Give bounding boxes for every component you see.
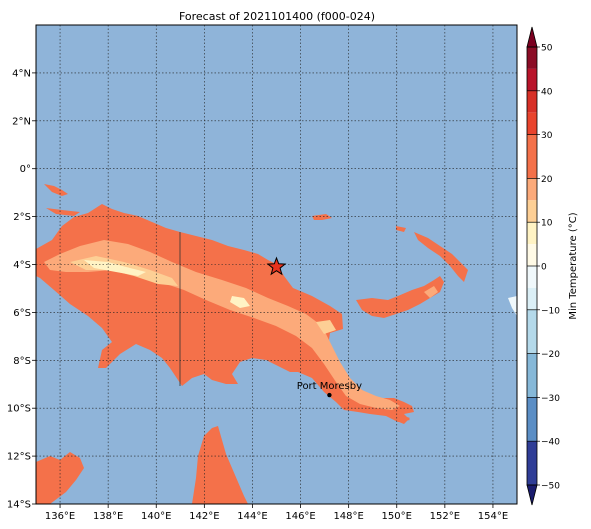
lon-tick-label: 150°E	[382, 511, 412, 522]
island-dentrecasteaux	[388, 412, 410, 424]
colorbar-band	[527, 68, 537, 91]
colorbar-band	[527, 112, 537, 135]
lon-tick-label: 140°E	[141, 511, 171, 522]
colorbar-band	[527, 200, 537, 223]
city-marker	[327, 392, 332, 398]
colorbar-band	[527, 441, 537, 485]
cape-york-peninsula	[192, 426, 248, 504]
lon-tick-label: 154°E	[478, 511, 508, 522]
colorbar-band	[527, 90, 537, 113]
colorbar-band	[527, 178, 537, 201]
colorbar-bands	[527, 47, 537, 485]
colorbar-over-triangle	[526, 26, 538, 48]
lon-tick-label: 146°E	[285, 511, 315, 522]
lat-tick-label: 4°N	[12, 68, 31, 79]
colorbar-tick-label: 0	[541, 263, 547, 273]
lon-tick-label: 144°E	[237, 511, 267, 522]
lat-tick-label: 2°S	[13, 212, 31, 223]
temp-band-5-10-b	[230, 296, 250, 308]
lon-tick-label: 138°E	[93, 511, 123, 522]
island-misool	[46, 208, 80, 216]
colorbar-band	[527, 397, 537, 442]
graticule	[36, 25, 517, 504]
map-title: Forecast of 2021101400 (f000-024)	[179, 10, 375, 23]
latitude-axis: 4°N 2°N 0° 2°S 4°S 6°S 8°S 10°S 12°S 14°S	[7, 68, 36, 511]
island-bougainville	[508, 296, 517, 316]
city-label: Port Moresby	[297, 381, 362, 392]
land-layer	[36, 184, 517, 504]
colorbar-tick-label: 20	[541, 175, 553, 185]
colorbar-tick-label: 30	[541, 131, 553, 141]
temp-band-new-britain	[424, 286, 438, 298]
colorbar-tick-label: −20	[541, 350, 560, 360]
colorbar-band	[527, 266, 537, 288]
lon-tick-label: 142°E	[189, 511, 219, 522]
map-overlay: Port Moresby	[266, 256, 362, 398]
colorbar-ticks: 50 40 30 20 10 0 −10 −20 −30 −40 −50	[527, 44, 560, 492]
temp-band-15-20	[44, 240, 400, 410]
colorbar-label: Min Temperature (°C)	[568, 212, 579, 319]
lat-tick-label: 12°S	[7, 452, 31, 463]
colorbar-band	[527, 47, 537, 69]
colorbar-band	[527, 222, 537, 245]
longitude-axis: 136°E 138°E 140°E 142°E 144°E 146°E 148°E 150°E…	[45, 504, 508, 522]
colorbar-tick-label: −50	[541, 482, 560, 492]
colorbar: 50 40 30 20 10 0 −10 −20 −30 −40 −50 Min Temperatu…	[526, 26, 579, 506]
lat-tick-label: 0°	[20, 164, 31, 175]
lon-tick-label: 152°E	[430, 511, 460, 522]
lon-tick-label: 148°E	[333, 511, 363, 522]
colorbar-band	[527, 134, 537, 179]
island-biak	[312, 214, 332, 220]
lat-tick-label: 8°S	[13, 356, 31, 367]
lat-tick-label: 14°S	[7, 500, 31, 511]
lat-tick-label: 2°N	[12, 116, 31, 127]
colorbar-tick-label: −10	[541, 306, 560, 316]
colorbar-tick-label: 10	[541, 219, 553, 229]
colorbar-tick-label: 50	[541, 44, 553, 54]
island-new-hanover	[396, 226, 406, 232]
colorbar-band	[527, 287, 537, 310]
colorbar-band	[527, 353, 537, 398]
colorbar-band	[527, 309, 537, 354]
lon-tick-label: 136°E	[45, 511, 75, 522]
lat-tick-label: 10°S	[7, 404, 31, 415]
island-new-britain	[356, 276, 444, 318]
colorbar-tick-label: −30	[541, 394, 560, 404]
colorbar-band	[527, 244, 537, 266]
island-new-ireland	[414, 232, 468, 282]
map-panel: Port Moresby 136°E 138°E 140°E 142°E 144°E 14…	[7, 24, 518, 522]
colorbar-under-triangle	[526, 484, 538, 506]
colorbar-tick-label: −40	[541, 438, 560, 448]
temp-band-5-10	[84, 260, 146, 276]
temp-band-10-15-b	[316, 320, 336, 334]
island-waigeo	[44, 184, 68, 196]
star-marker	[266, 256, 287, 276]
colorbar-tick-label: 40	[541, 87, 553, 97]
lat-tick-label: 4°S	[13, 260, 31, 271]
lat-tick-label: 6°S	[13, 308, 31, 319]
